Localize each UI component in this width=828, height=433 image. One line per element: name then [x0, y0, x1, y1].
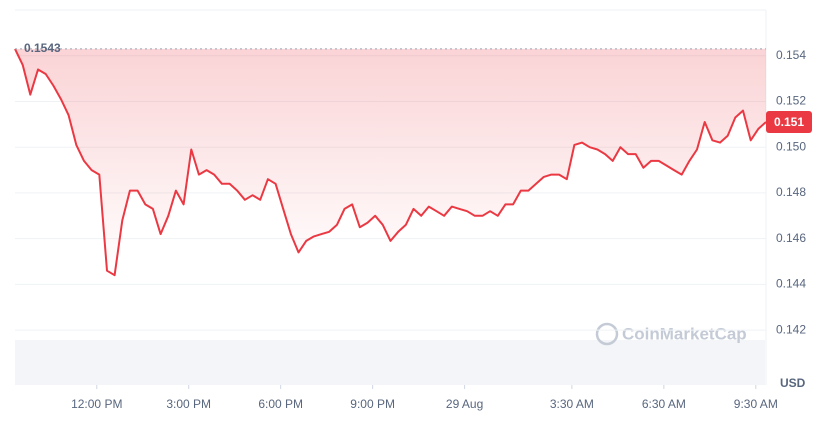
reference-label: 0.1543: [24, 41, 61, 55]
x-tick-label: 29 Aug: [446, 397, 483, 411]
y-tick-label: 0.154: [776, 48, 806, 62]
volume-strip: [15, 340, 765, 385]
y-tick-label: 0.142: [776, 322, 806, 336]
x-tick-label: 6:30 AM: [642, 397, 686, 411]
x-tick-label: 12:00 PM: [71, 397, 122, 411]
x-tick-label: 3:00 PM: [166, 397, 211, 411]
x-tick-label: 9:00 PM: [350, 397, 395, 411]
current-badge: [766, 111, 812, 134]
y-tick-label: 0.148: [776, 185, 806, 199]
x-tick-label: 3:30 AM: [550, 397, 594, 411]
watermark: CoinMarketCap: [595, 322, 747, 346]
y-tick-label: 0.152: [776, 94, 806, 108]
currency-label: USD: [780, 376, 806, 390]
price-line: [14, 48, 767, 277]
y-tick-label: 0.144: [776, 277, 806, 291]
x-tick-label: 6:00 PM: [258, 397, 303, 411]
y-tick-label: 0.150: [776, 139, 806, 153]
watermark-text: CoinMarketCap: [622, 324, 747, 343]
current-label: 0.151: [774, 115, 804, 129]
y-tick-label: 0.146: [776, 231, 806, 245]
area: [15, 48, 766, 276]
x-tick-label: 9:30 AM: [734, 397, 778, 411]
